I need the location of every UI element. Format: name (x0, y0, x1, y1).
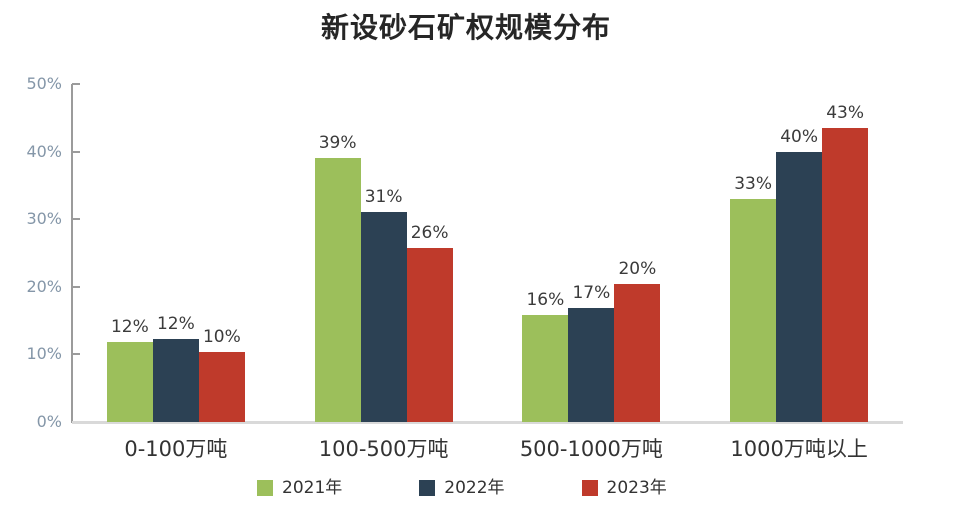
y-tick-label: 20% (26, 276, 62, 296)
y-tick-label: 40% (26, 141, 62, 161)
y-tick-mark (72, 285, 80, 288)
bar-2023年-0-100万吨 (198, 351, 245, 422)
bar-2022年-100-500万吨 (360, 212, 407, 422)
bar-2021年-500-1000万吨 (522, 314, 569, 422)
bar-2023年-1000万吨以上 (822, 127, 869, 422)
bar-value-label: 12% (156, 313, 195, 334)
bar-value-label: 12% (110, 316, 149, 337)
bar-value-label: 43% (826, 102, 865, 123)
y-tick-label: 10% (26, 344, 62, 364)
bar-value-label: 20% (618, 259, 657, 280)
bar-value-label: 26% (410, 223, 449, 244)
legend: 2021年 2022年 2023年 (257, 478, 667, 498)
legend-item-2022年: 2022年 (419, 478, 505, 498)
category-label: 500-1000万吨 (519, 437, 663, 461)
y-tick-label: 50% (26, 74, 62, 93)
bar-value-label: 10% (202, 326, 241, 347)
y-tick-label: 0% (36, 412, 62, 431)
legend-item-2021年: 2021年 (257, 478, 342, 498)
bar-2023年-500-1000万吨 (614, 284, 661, 422)
y-tick-label: 30% (26, 209, 62, 229)
x-axis-line (72, 421, 903, 424)
y-tick-mark (72, 218, 80, 221)
bar-value-label: 40% (780, 126, 819, 147)
chart-title: 新设砂石矿权规模分布 (320, 11, 611, 44)
category-label: 100-500万吨 (318, 437, 449, 461)
bar-2021年-100-500万吨 (314, 158, 361, 422)
bar-value-label: 33% (734, 173, 773, 194)
category-label: 1000万吨以上 (730, 437, 868, 461)
y-tick-mark (72, 83, 80, 85)
legend-swatch (419, 480, 436, 496)
legend-swatch (581, 480, 598, 496)
bar-value-label: 16% (526, 289, 565, 310)
bar-value-label: 31% (364, 187, 403, 208)
bar-value-label: 39% (318, 133, 357, 154)
legend-item-2023年: 2023年 (581, 478, 667, 498)
y-axis-line (71, 84, 73, 423)
y-tick-mark (72, 353, 80, 356)
bar-2022年-1000万吨以上 (776, 151, 823, 422)
legend-label: 2022年 (444, 478, 505, 498)
bar-2022年-0-100万吨 (152, 338, 199, 422)
legend-label: 2023年 (606, 478, 667, 498)
legend-label: 2021年 (282, 478, 343, 498)
bar-2022年-500-1000万吨 (568, 308, 615, 422)
bar-value-label: 17% (572, 283, 611, 304)
bar-2021年-1000万吨以上 (730, 198, 777, 422)
bar-2023年-100-500万吨 (406, 248, 453, 422)
bar-2021年-0-100万吨 (106, 341, 153, 422)
category-label: 0-100万吨 (124, 437, 228, 461)
legend-swatch (257, 480, 273, 496)
y-tick-mark (72, 150, 80, 153)
